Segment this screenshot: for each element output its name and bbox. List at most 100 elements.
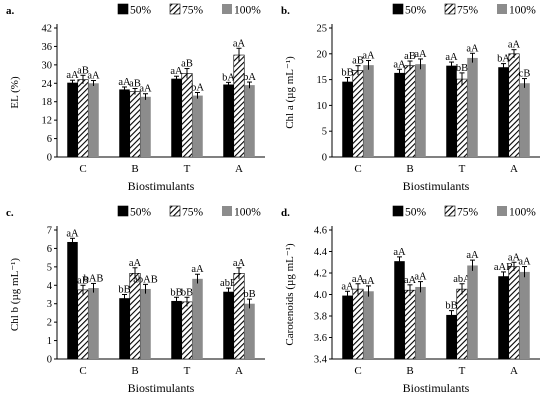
data-label: bB [445, 301, 457, 312]
bar [342, 295, 353, 359]
y-tick-label: 4.2 [314, 269, 327, 280]
bar [519, 271, 530, 359]
x-tick-label: C [79, 163, 86, 175]
bar [171, 78, 182, 157]
data-label: aA [466, 43, 479, 54]
legend-label: 50% [405, 207, 427, 219]
bar [456, 288, 468, 360]
y-tick-label: 5 [322, 127, 327, 138]
data-label: aA [404, 275, 417, 286]
y-tick-label: 25 [317, 24, 328, 35]
legend: 50% 75% 100% [117, 205, 261, 219]
legend-swatch [222, 206, 232, 216]
y-tick-label: 0 [47, 153, 52, 164]
data-label: bB [118, 285, 130, 296]
x-tick-label: A [235, 365, 243, 377]
data-label: aA [508, 40, 521, 51]
y-axis-label: Chl b (µg mL⁻¹) [9, 258, 21, 332]
y-tick-label: 24 [42, 79, 53, 90]
data-label: aA [518, 257, 531, 268]
legend-swatch [117, 3, 129, 15]
bar [129, 273, 141, 360]
y-axis-label: Carotenoids (µg mL⁻¹) [284, 243, 296, 346]
data-label: aA [393, 59, 406, 70]
data-label: aA [233, 258, 246, 269]
y-tick-label: 15 [317, 75, 328, 86]
y-tick-label: 5 [47, 262, 52, 273]
x-tick-label: A [235, 163, 243, 175]
y-tick-label: 18 [42, 97, 53, 108]
bar [415, 286, 426, 359]
y-tick-label: 42 [42, 24, 53, 35]
legend-swatch [169, 205, 181, 217]
legend-label: 75% [457, 5, 479, 17]
y-tick-label: 6 [47, 244, 52, 255]
bar [129, 91, 141, 158]
legend-swatch [392, 205, 404, 217]
legend-swatch [392, 3, 404, 15]
x-tick-label: C [79, 365, 86, 377]
data-label: bAB [84, 273, 104, 284]
legend-label: 75% [457, 207, 479, 219]
data-label: aA [445, 52, 458, 63]
y-tick-label: 3.8 [314, 312, 327, 323]
bar [446, 314, 457, 359]
bar [233, 54, 245, 158]
data-label: aA [191, 264, 204, 275]
bar [77, 289, 89, 360]
bar [352, 288, 364, 360]
data-label: aA [66, 228, 79, 239]
panel-label: a. [6, 5, 15, 17]
bar [223, 291, 234, 359]
data-label: aA [341, 281, 354, 292]
y-axis-label: Chl a (µg mL⁻¹) [284, 56, 296, 129]
bar [119, 298, 130, 359]
legend-label: 100% [509, 207, 536, 219]
bar [467, 265, 478, 359]
bar [467, 57, 478, 157]
chart-panel-4: d. 50% 75% 100% 3.4 3.6 3.8 4.0 4.2 4.4 4.6 Caroten… [281, 205, 540, 395]
data-label: aA [362, 51, 375, 62]
data-label: aB [77, 275, 89, 286]
legend-label: 50% [130, 5, 152, 17]
data-label: aA [362, 276, 375, 287]
data-label: aA [414, 49, 427, 60]
data-label: abA [453, 274, 471, 285]
bar [67, 82, 78, 157]
x-tick-label: B [131, 365, 138, 377]
bar [140, 96, 151, 157]
y-tick-label: 7 [47, 226, 52, 237]
panel-label: b. [281, 5, 290, 17]
x-tick-label: T [184, 163, 191, 175]
x-tick-label: T [459, 163, 466, 175]
legend-swatch [497, 206, 507, 216]
bar [77, 79, 89, 158]
data-label: aA [233, 38, 246, 49]
bar [192, 278, 203, 359]
data-label: aA [466, 250, 479, 261]
data-label: aB [404, 51, 416, 62]
bar [192, 95, 203, 157]
x-axis-label: Biostimulants [403, 179, 470, 193]
x-axis-label: Biostimulants [403, 381, 470, 395]
y-axis-label: EL (%) [9, 76, 21, 109]
bar [446, 65, 457, 157]
bar [519, 83, 530, 157]
bar [233, 273, 245, 360]
bar [394, 261, 405, 359]
y-tick-label: 30 [42, 60, 53, 71]
legend-label: 100% [509, 5, 536, 17]
y-tick-label: 3.4 [314, 355, 328, 366]
data-label: aA [87, 71, 100, 82]
data-label: bA [191, 83, 204, 94]
y-tick-label: 10 [317, 101, 328, 112]
bar [415, 64, 426, 157]
y-tick-label: 4.4 [314, 247, 328, 258]
legend-label: 75% [182, 207, 204, 219]
x-tick-label: C [354, 163, 361, 175]
legend: 50% 75% 100% [117, 3, 261, 17]
data-label: aA [66, 70, 79, 81]
bar [404, 65, 416, 158]
